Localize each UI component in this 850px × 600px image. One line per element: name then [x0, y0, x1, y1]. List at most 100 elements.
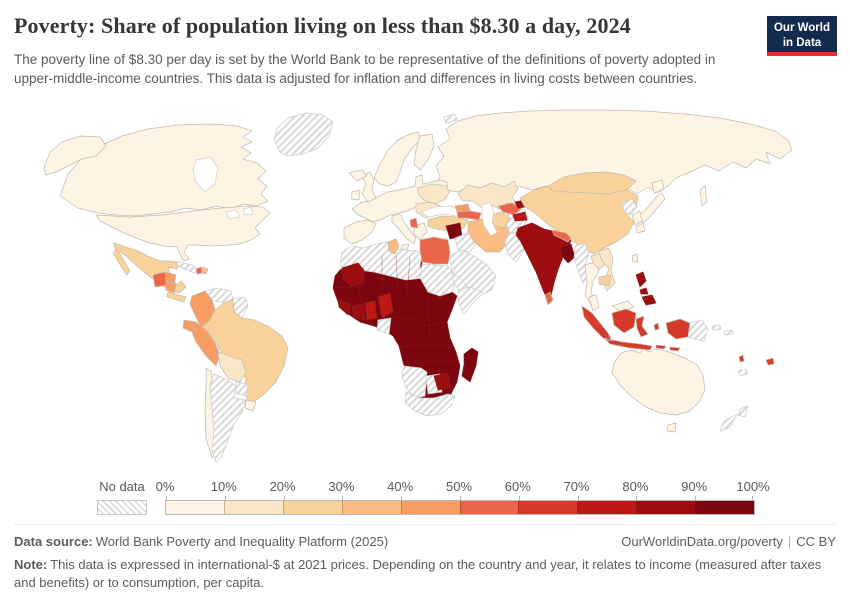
country-solomon-islands[interactable]: Solomon Islands	[711, 324, 734, 336]
legend-tick-mark	[342, 496, 344, 501]
country-bolivia[interactable]: Bolivia	[217, 351, 247, 383]
country-kazakhstan[interactable]: Kazakhstan	[457, 180, 519, 210]
legend-tick-mark	[460, 496, 461, 501]
country-indonesia[interactable]: Indonesia	[581, 305, 691, 352]
country-zimbabwe[interactable]: Zimbabwe	[433, 372, 451, 391]
legend-tick-label: 0%	[155, 479, 175, 494]
country-georgia[interactable]: Georgia	[454, 203, 471, 213]
country-sri-lanka[interactable]: Sri Lanka	[544, 291, 554, 306]
country-uzbekistan[interactable]: Uzbekistan	[497, 202, 523, 216]
country-usa-alaska[interactable]: United States	[43, 135, 107, 176]
legend-bin-30-40%[interactable]	[341, 501, 401, 514]
legend-tick-label: 90%	[681, 479, 708, 494]
country-ukraine[interactable]: Ukraine	[417, 183, 451, 205]
country-spain-portugal[interactable]: Spain & Portugal	[343, 219, 377, 245]
country-greenland[interactable]: Greenland	[273, 112, 334, 157]
country-tajikistan[interactable]: Tajikistan	[512, 211, 528, 222]
country-malaysia[interactable]: Malaysia	[588, 294, 635, 313]
country-russia[interactable]: Russia	[433, 109, 793, 207]
legend-bin-60-70%[interactable]	[518, 501, 578, 514]
legend-bin-80-90%[interactable]	[636, 501, 696, 514]
legend-no-data: No data	[97, 479, 147, 515]
legend-tick-mark	[695, 496, 697, 501]
owid-url-link[interactable]: OurWorldinData.org/poverty	[621, 534, 783, 549]
legend-tick-label: 70%	[563, 479, 590, 494]
country-madagascar[interactable]: Madagascar	[461, 347, 479, 383]
country-papua-new-guinea[interactable]: Papua New Guinea	[687, 319, 709, 342]
country-philippines[interactable]: Philippines	[635, 271, 657, 306]
legend-bin-50-60%[interactable]	[459, 501, 519, 514]
country-paraguay[interactable]: Paraguay	[235, 381, 249, 397]
hudson-bay	[192, 156, 219, 193]
country-cote-divoire[interactable]: Côte d'Ivoire	[351, 303, 366, 321]
country-cambodia[interactable]: Cambodia	[598, 274, 612, 287]
legend-tick-label: 40%	[387, 479, 414, 494]
country-costa-rica-panama[interactable]: Costa Rica & Panama	[166, 291, 187, 303]
owid-logo-line2: in Data	[782, 36, 822, 49]
caspian-sea	[481, 201, 498, 237]
country-vietnam[interactable]: Vietnam	[598, 247, 616, 292]
country-iceland[interactable]: Iceland	[348, 169, 368, 182]
africa-internal-borders	[334, 255, 457, 363]
country-namibia[interactable]: Namibia	[401, 365, 428, 399]
legend-bin-10-20%[interactable]	[223, 501, 283, 514]
country-south-africa[interactable]: South Africa	[404, 391, 456, 417]
country-north-korea[interactable]: North Korea	[621, 198, 638, 216]
country-brazil[interactable]: Brazil	[201, 298, 289, 405]
country-new-zealand[interactable]: New Zealand	[719, 405, 749, 432]
legend-bin-40-50%[interactable]	[400, 501, 460, 514]
legend-bin-90-100%[interactable]	[695, 501, 755, 514]
country-ghana[interactable]: Ghana	[364, 300, 378, 321]
country-nepal[interactable]: Nepal	[551, 229, 572, 243]
legend-tick-mark	[166, 496, 167, 501]
country-dominican-republic[interactable]: Dominican Republic	[201, 266, 209, 275]
legend-tick-mark	[283, 496, 285, 501]
country-honduras[interactable]: Honduras	[164, 271, 177, 284]
country-gabon[interactable]: Gabon	[376, 317, 392, 335]
legend-bin-70-80%[interactable]	[577, 501, 637, 514]
legend-tick-label: 30%	[328, 479, 355, 494]
legend-tick-mark	[401, 496, 403, 501]
country-albania-north-macedonia[interactable]: Albania & North Macedonia	[409, 217, 419, 229]
legend-tick-label: 50%	[445, 479, 473, 494]
legend-tick-label: 10%	[210, 479, 237, 494]
legend-bin-0-10%[interactable]	[166, 501, 224, 514]
country-usa[interactable]: United States	[95, 205, 271, 262]
country-armenia-azerbaijan[interactable]: Armenia & Azerbaijan	[456, 210, 482, 221]
legend-tick-label: 80%	[622, 479, 649, 494]
country-finland[interactable]: Finland	[413, 133, 435, 171]
country-sudan[interactable]: Sudan	[419, 263, 457, 297]
country-norway-sweden[interactable]: Norway & Sweden	[373, 131, 422, 187]
owid-logo[interactable]: Our World in Data	[767, 16, 837, 56]
footer-note: Note: This data is expressed in internati…	[14, 556, 832, 593]
license-link[interactable]: CC BY	[796, 534, 836, 549]
data-source-value: World Bank Poverty and Inequality Platfo…	[95, 534, 389, 549]
country-vanuatu-fiji[interactable]: Vanuatu & Fiji	[738, 354, 775, 366]
country-japan[interactable]: Japan	[635, 179, 666, 234]
country-nicaragua[interactable]: Nicaragua	[165, 281, 177, 294]
country-canada[interactable]: Canada	[59, 123, 269, 217]
legend-tick-mark	[224, 496, 226, 501]
country-tunisia[interactable]: Tunisia	[387, 238, 400, 255]
note-label: Note:	[14, 557, 48, 572]
country-svalbard[interactable]: Svalbard	[443, 113, 458, 124]
country-sierra-leone-liberia[interactable]: Sierra Leone & Liberia	[337, 299, 351, 316]
country-new-caledonia[interactable]: New Caledonia	[737, 368, 749, 377]
country-egypt[interactable]: Egypt	[419, 236, 451, 265]
legend-tick-label: 20%	[269, 479, 296, 494]
legend-tick-label: 60%	[504, 479, 531, 494]
country-ireland[interactable]: Ireland	[350, 189, 361, 201]
legend-bar-segments	[165, 496, 755, 515]
country-uruguay[interactable]: Uruguay	[244, 399, 257, 412]
legend-no-data-swatch[interactable]	[97, 500, 147, 515]
country-somalia[interactable]: Somalia	[457, 286, 485, 315]
legend-tick-mark	[636, 496, 638, 501]
legend-bin-20-30%[interactable]	[282, 501, 342, 514]
country-taiwan[interactable]: Taiwan	[631, 253, 639, 263]
country-united-kingdom[interactable]: United Kingdom	[361, 171, 377, 203]
country-australia[interactable]: Australia	[611, 348, 706, 433]
legend-color-scale: 0% 10% 20% 30% 40% 50% 60% 70% 80% 90% 100%	[156, 479, 770, 515]
country-bangladesh[interactable]: Bangladesh	[559, 243, 576, 264]
country-argentina[interactable]: Argentina	[209, 373, 247, 463]
